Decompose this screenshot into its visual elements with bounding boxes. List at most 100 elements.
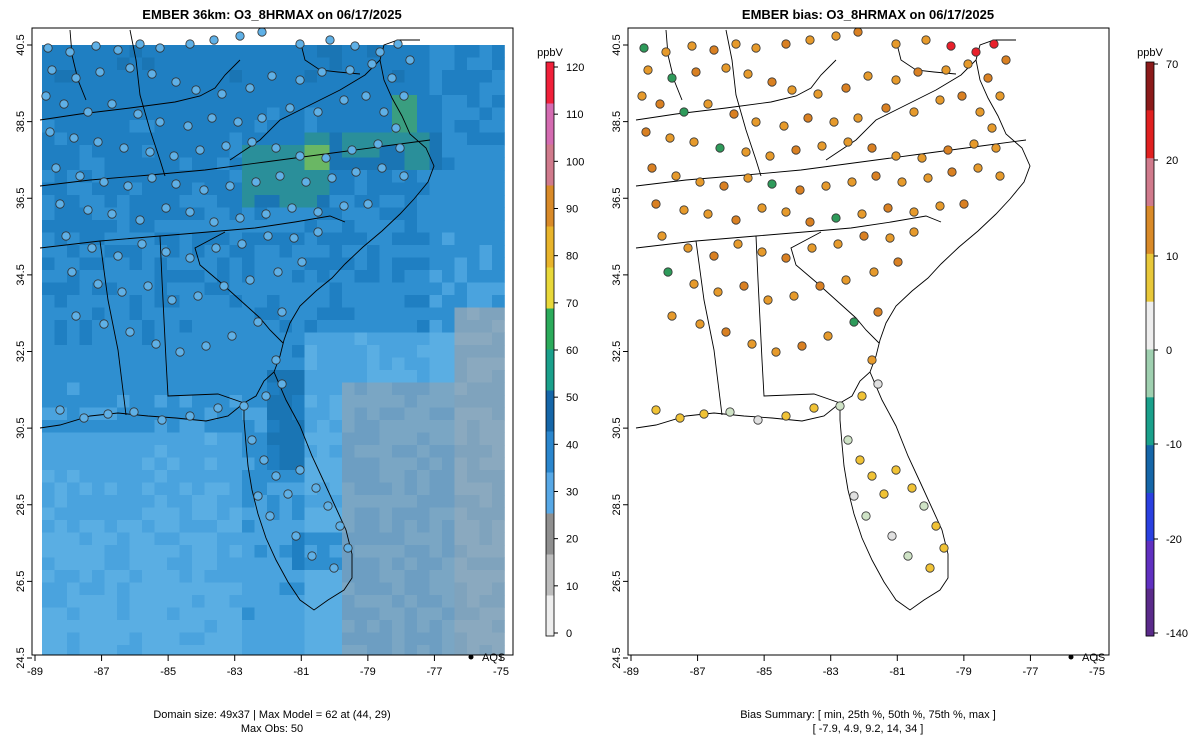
grid-cell — [242, 107, 255, 121]
right-bias-points — [637, 28, 1011, 573]
grid-cell — [479, 257, 493, 271]
observation-point — [99, 177, 109, 187]
observation-point — [51, 163, 61, 173]
grid-cell — [154, 470, 168, 483]
grid-cell — [379, 420, 393, 433]
grid-cell — [392, 257, 405, 271]
grid-cell — [217, 570, 230, 583]
observation-point — [295, 39, 305, 49]
grid-cell — [117, 345, 130, 358]
grid-cell — [329, 457, 343, 471]
grid-cell — [379, 95, 393, 108]
grid-cell — [454, 270, 468, 283]
grid-cell — [479, 357, 493, 371]
grid-cell — [217, 445, 230, 458]
grid-cell — [417, 170, 430, 183]
grid-cell — [317, 132, 330, 146]
grid-cell — [229, 282, 243, 296]
grid-cell — [92, 207, 105, 221]
grid-cell — [467, 520, 480, 533]
legend-tick-label: 80 — [566, 251, 578, 263]
grid-cell — [104, 632, 118, 646]
grid-cell — [204, 595, 218, 608]
grid-cell — [242, 332, 255, 346]
grid-cell — [317, 507, 330, 521]
grid-cell — [129, 495, 143, 508]
grid-cell — [317, 595, 330, 608]
grid-cell — [404, 582, 418, 596]
grid-cell — [242, 170, 255, 183]
grid-cell — [267, 345, 280, 358]
grid-cell — [279, 270, 293, 283]
grid-cell — [329, 82, 343, 96]
grid-cell — [292, 570, 305, 583]
grid-cell — [492, 632, 505, 646]
lon-tick-label: -87 — [94, 666, 110, 678]
grid-cell — [442, 495, 455, 508]
bias-point — [805, 217, 815, 227]
grid-cell — [42, 495, 55, 508]
grid-cell — [479, 632, 493, 646]
grid-cell — [129, 357, 143, 371]
grid-cell — [492, 507, 505, 521]
grid-cell — [192, 582, 205, 596]
grid-cell — [67, 507, 80, 521]
grid-cell — [167, 95, 180, 108]
grid-cell — [217, 532, 230, 546]
grid-cell — [492, 432, 505, 446]
grid-cell — [354, 357, 368, 371]
grid-cell — [279, 320, 293, 333]
grid-cell — [179, 220, 193, 233]
bias-point — [741, 147, 751, 157]
grid-cell — [467, 82, 480, 96]
grid-cell — [417, 445, 430, 458]
bias-point — [795, 185, 805, 195]
grid-cell — [117, 570, 130, 583]
grid-cell — [79, 345, 93, 358]
grid-cell — [304, 495, 318, 508]
observation-point — [107, 209, 117, 219]
observation-point — [251, 177, 261, 187]
grid-cell — [217, 370, 230, 383]
grid-cell — [467, 607, 480, 621]
grid-cell — [217, 520, 230, 533]
grid-cell — [417, 507, 430, 521]
bias-point — [781, 207, 791, 217]
grid-cell — [454, 395, 468, 408]
bias-point — [903, 551, 913, 561]
grid-cell — [429, 182, 443, 196]
grid-cell — [79, 507, 93, 521]
grid-cell — [79, 570, 93, 583]
grid-cell — [479, 232, 493, 246]
bias-point — [757, 203, 767, 213]
observation-point — [67, 267, 77, 277]
grid-cell — [404, 557, 418, 571]
grid-cell — [479, 170, 493, 183]
grid-cell — [392, 207, 405, 221]
grid-cell — [217, 582, 230, 596]
bias-point — [791, 145, 801, 155]
grid-cell — [104, 532, 118, 546]
grid-cell — [204, 170, 218, 183]
grid-cell — [204, 357, 218, 371]
grid-cell — [404, 357, 418, 371]
grid-cell — [129, 432, 143, 446]
grid-cell — [292, 282, 305, 296]
grid-cell — [167, 507, 180, 521]
grid-cell — [67, 457, 80, 471]
observation-point — [393, 39, 403, 49]
observation-point — [209, 217, 219, 227]
grid-cell — [429, 632, 443, 646]
grid-cell — [92, 195, 105, 208]
grid-cell — [192, 520, 205, 533]
grid-cell — [117, 545, 130, 558]
grid-cell — [79, 195, 93, 208]
grid-cell — [104, 545, 118, 558]
right-plot-frame — [627, 27, 1110, 656]
grid-cell — [392, 407, 405, 421]
bias-point — [679, 205, 689, 215]
grid-cell — [192, 45, 205, 58]
grid-cell — [417, 582, 430, 596]
bias-point — [797, 341, 807, 351]
